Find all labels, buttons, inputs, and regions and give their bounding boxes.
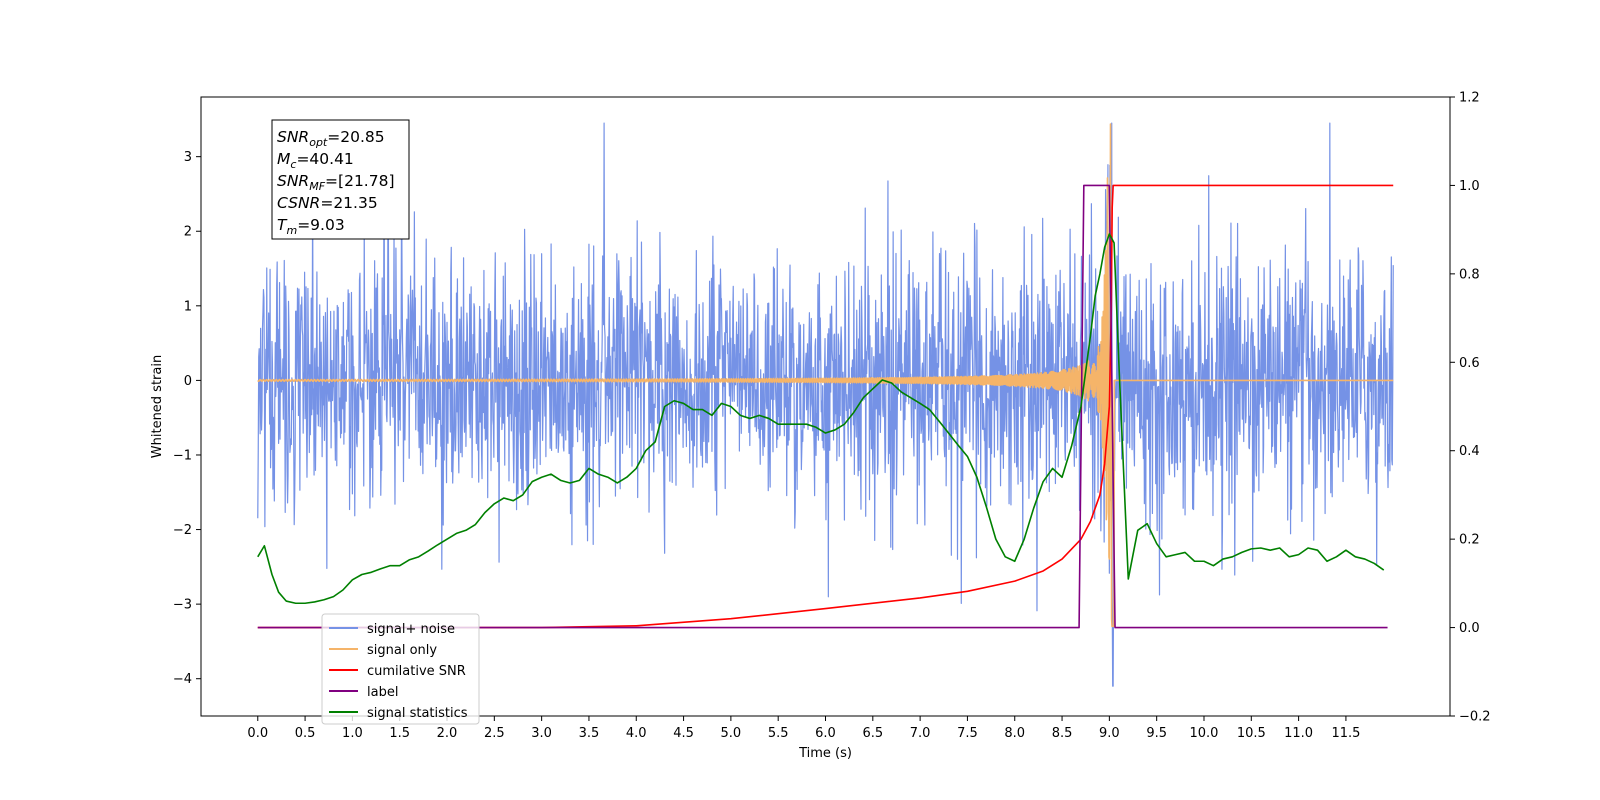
y-tick-label: 1 [184, 299, 192, 314]
x-tick-label: 7.5 [957, 726, 978, 741]
x-tick-label: 11.0 [1284, 726, 1313, 741]
y2-tick-label: −0.2 [1459, 710, 1491, 725]
legend-label: signal only [367, 643, 437, 658]
x-tick-label: 1.0 [342, 726, 363, 741]
annotation-line: SNRopt=20.85 [277, 128, 385, 149]
y-tick-label: −2 [173, 523, 192, 538]
x-tick-label: 6.0 [815, 726, 836, 741]
x-tick-label: 5.5 [768, 726, 789, 741]
y2-tick-label: 1.0 [1459, 179, 1480, 194]
y-tick-label: 0 [184, 374, 192, 389]
series-signal-noise-line [257, 122, 1394, 687]
legend-label: cumilative SNR [367, 664, 466, 679]
legend: signal+ noise signal only cumilative SNR la… [321, 613, 480, 725]
y2-tick-label: 0.8 [1459, 267, 1480, 282]
annotation-frame [271, 119, 410, 240]
x-tick-label: 9.5 [1146, 726, 1167, 741]
x-tick-label: 0.0 [247, 726, 268, 741]
series-label-line [257, 184, 1388, 629]
y-tick-label: 3 [184, 150, 192, 165]
x-tick-label: 8.5 [1052, 726, 1073, 741]
annotation-line: Mc=40.41 [277, 150, 354, 171]
y-axis-left: 3 2 1 0 −1 −2 −3 −4 [173, 150, 201, 687]
x-tick-label: 3.5 [579, 726, 600, 741]
y2-tick-label: 1.2 [1459, 91, 1480, 106]
x-tick-label: 10.5 [1237, 726, 1266, 741]
x-tick-label: 10.0 [1190, 726, 1219, 741]
x-axis-label: Time (s) [798, 746, 852, 761]
x-tick-label: 1.5 [389, 726, 410, 741]
y-tick-label: −1 [173, 448, 192, 463]
x-tick-label: 4.5 [673, 726, 694, 741]
y-tick-label: −4 [173, 672, 192, 687]
legend-label: signal+ noise [367, 622, 455, 637]
annotation-line: CSNR=21.35 [277, 194, 378, 212]
x-tick-label: 2.5 [484, 726, 505, 741]
x-tick-label: 2.0 [437, 726, 458, 741]
y2-tick-label: 0.2 [1459, 533, 1480, 548]
y2-tick-label: 0.4 [1459, 444, 1480, 459]
x-tick-label: 8.0 [1004, 726, 1025, 741]
series-signal-only-line [257, 123, 1394, 628]
y-tick-label: 2 [184, 225, 192, 240]
annotation-box: SNRopt=20.85Mc=40.41SNRMF=[21.78]CSNR=21… [271, 119, 410, 240]
annotation-line: Tm=9.03 [277, 216, 345, 237]
plot-lines [257, 122, 1394, 687]
x-tick-label: 6.5 [862, 726, 883, 741]
x-axis: 0.0 0.5 1.0 1.5 2.0 2.5 3.0 3.5 4.0 4.5 5.0 5.5 6.0 6… [247, 716, 1360, 741]
y2-tick-label: 0.6 [1459, 356, 1480, 371]
y-tick-label: −3 [173, 598, 192, 613]
x-tick-label: 7.0 [910, 726, 931, 741]
x-tick-label: 3.0 [531, 726, 552, 741]
y-axis-right: 1.2 1.0 0.8 0.6 0.4 0.2 0.0 −0.2 [1450, 91, 1491, 725]
x-tick-label: 0.5 [295, 726, 316, 741]
x-tick-label: 5.0 [721, 726, 742, 741]
series-signal-statistics-line [257, 233, 1385, 605]
legend-label: signal statistics [367, 706, 468, 721]
x-tick-label: 9.0 [1099, 726, 1120, 741]
legend-frame [321, 613, 480, 725]
y-axis-label: Whitened strain [150, 355, 165, 458]
y2-tick-label: 0.0 [1459, 621, 1480, 636]
x-tick-label: 11.5 [1331, 726, 1360, 741]
x-tick-label: 4.0 [626, 726, 647, 741]
legend-label: label [367, 685, 398, 700]
annotation-line: SNRMF=[21.78] [277, 172, 395, 193]
